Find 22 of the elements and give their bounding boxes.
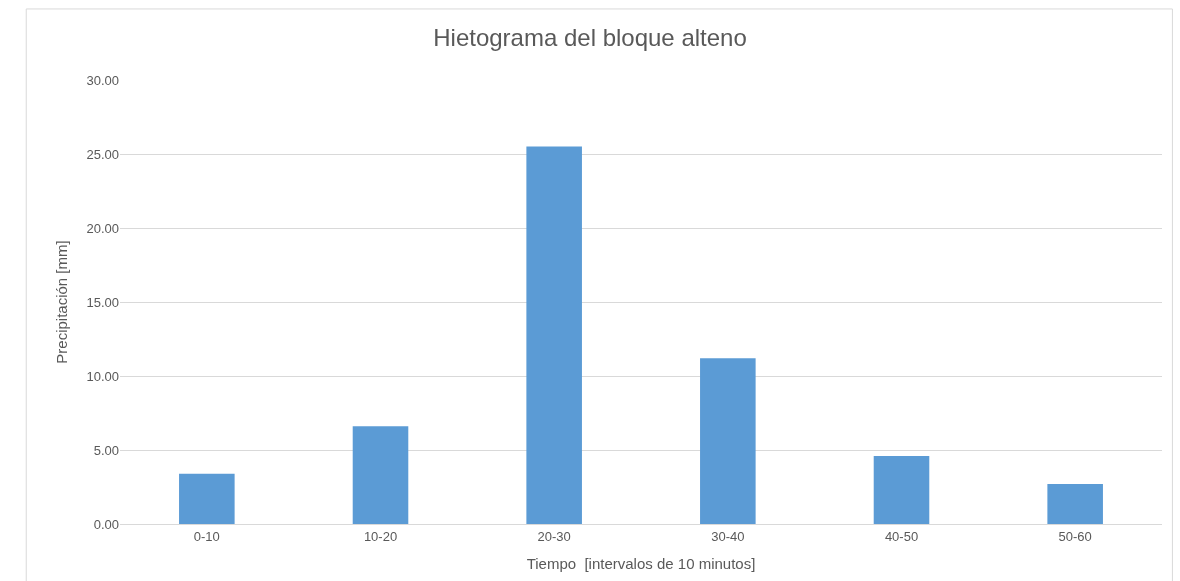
x-tick-label: 50-60 xyxy=(1058,528,1092,544)
y-tick-label: 15.00 xyxy=(86,294,119,310)
x-tick-label: 30-40 xyxy=(711,528,745,544)
y-tick-label: 30.00 xyxy=(86,72,119,88)
bar xyxy=(352,426,409,524)
y-tick-label: 20.00 xyxy=(86,220,119,236)
bar xyxy=(526,146,582,524)
x-tick-label: 10-20 xyxy=(363,528,398,544)
bar xyxy=(873,455,930,524)
x-axis-title: Tiempo [intervalos de 10 minutos] xyxy=(526,554,756,572)
x-tick-label: 20-30 xyxy=(537,528,571,544)
y-tick-label: 25.00 xyxy=(86,146,119,162)
x-tick-label: 0-10 xyxy=(193,528,220,544)
bar xyxy=(179,473,235,524)
y-tick-label: 0.00 xyxy=(93,516,119,532)
y-axis-title: Precipitación [mm] xyxy=(52,240,70,364)
y-tick-label: 5.00 xyxy=(93,442,119,458)
chart-title: Hietograma del bloque alteno xyxy=(433,23,747,51)
y-tick-label: 10.00 xyxy=(86,368,119,384)
bar xyxy=(1047,484,1103,524)
bar xyxy=(700,358,756,524)
x-tick-label: 40-50 xyxy=(884,528,919,544)
